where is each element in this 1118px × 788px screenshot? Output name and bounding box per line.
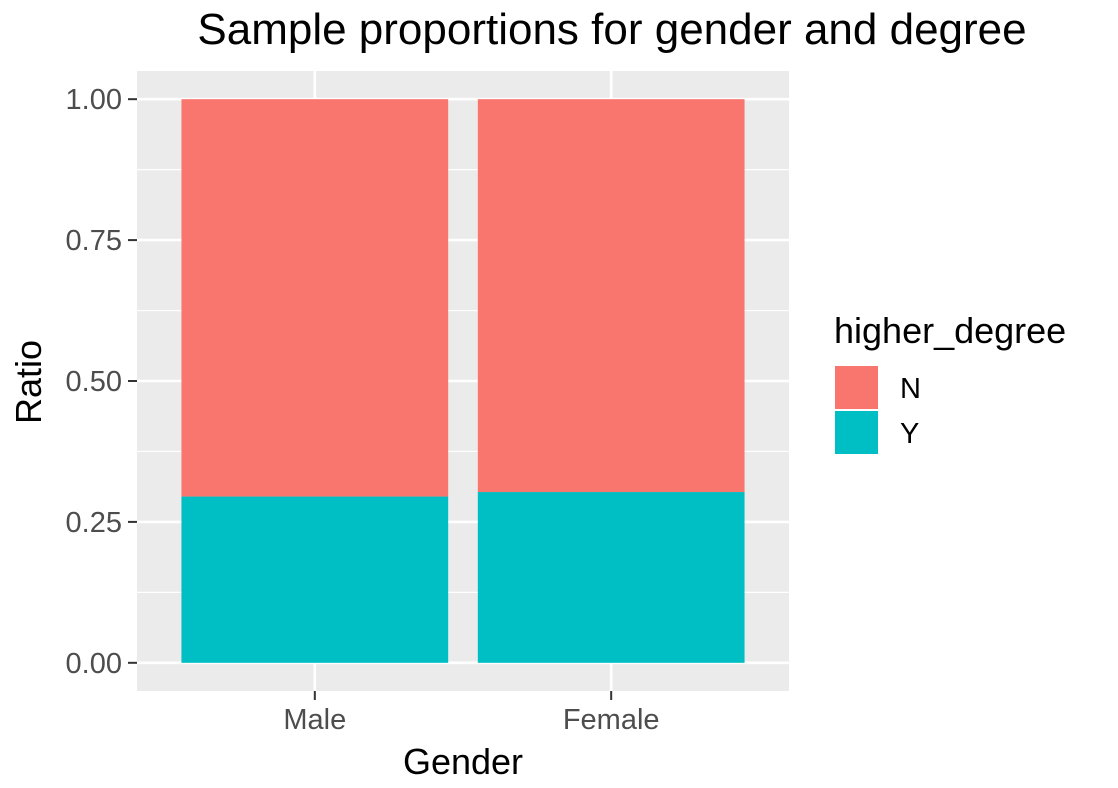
bar-male-n [181,99,449,497]
legend-title: higher_degree [834,310,1066,351]
y-tick-label: 0.50 [66,366,122,398]
bar-male-y [181,496,449,663]
legend-label-n: N [900,373,921,405]
x-tick-label: Female [563,704,660,736]
legend-key-n [835,366,878,409]
y-tick-label: 0.00 [66,648,122,680]
y-axis: 0.00 0.25 0.50 0.75 1.00 [66,84,137,680]
legend-label-y: Y [900,418,919,450]
chart-title: Sample proportions for gender and degree [197,5,1026,54]
x-tick-label: Male [283,704,346,736]
legend-key-y [835,411,878,454]
y-tick-label: 0.75 [66,225,122,257]
bars [181,99,745,663]
y-tick-label: 0.25 [66,507,122,539]
x-axis-title: Gender [403,741,523,782]
y-tick-label: 1.00 [66,84,122,116]
bar-female-n [477,99,745,493]
y-axis-title: Ratio [8,340,49,424]
bar-female-y [477,492,745,663]
x-axis: Male Female [283,691,660,736]
legend: higher_degree NY [834,310,1066,454]
